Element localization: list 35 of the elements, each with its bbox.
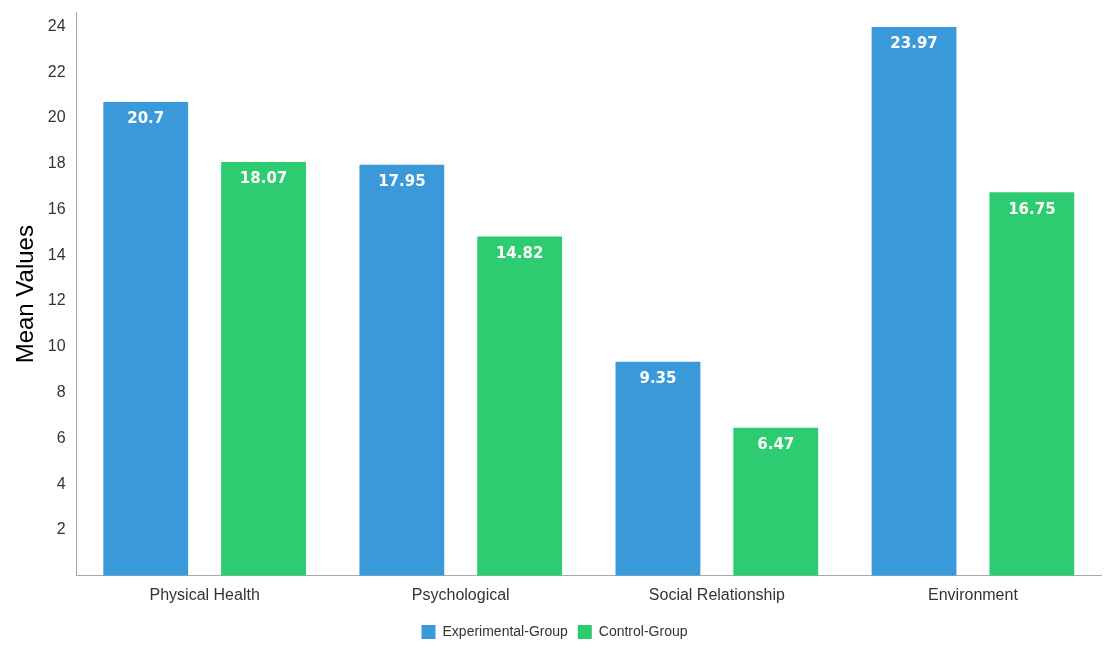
bar — [103, 101, 189, 576]
x-tick-label: Social Relationship — [648, 585, 785, 603]
y-tick-label: 8 — [56, 383, 66, 401]
bar — [989, 192, 1075, 576]
y-tick-label: 20 — [47, 108, 66, 126]
y-tick-label: 18 — [47, 154, 66, 172]
y-tick-label: 12 — [47, 291, 66, 309]
data-label: 14.82 — [495, 243, 544, 262]
y-tick-label: 22 — [47, 62, 66, 80]
y-tick-label: 16 — [47, 199, 66, 217]
y-tick-label: 2 — [56, 520, 66, 538]
data-label: 17.95 — [378, 172, 426, 191]
bar — [733, 427, 819, 576]
x-tick-label: Environment — [928, 585, 1019, 603]
data-label: 9.35 — [639, 369, 677, 388]
data-label: 6.47 — [757, 435, 795, 454]
y-tick-label: 4 — [56, 474, 66, 492]
bar — [615, 361, 701, 576]
x-tick-label: Psychological — [411, 585, 510, 603]
bar — [359, 164, 445, 576]
data-label: 23.97 — [890, 34, 938, 53]
x-tick-label: Physical Health — [149, 585, 260, 603]
bar — [221, 162, 306, 576]
y-tick-label: 14 — [47, 245, 66, 263]
y-tick-label: 24 — [47, 16, 66, 34]
bar — [477, 236, 563, 576]
y-tick-label: 6 — [56, 428, 66, 446]
legend-label: Experimental-Group — [442, 622, 568, 639]
data-label: 16.75 — [1008, 199, 1056, 218]
data-label: 20.7 — [127, 109, 165, 128]
y-axis-title: Mean Values — [11, 225, 39, 364]
y-tick-label: 10 — [47, 337, 66, 355]
data-label: 18.07 — [239, 169, 288, 188]
legend-label: Control-Group — [598, 622, 688, 639]
bar — [871, 27, 957, 576]
